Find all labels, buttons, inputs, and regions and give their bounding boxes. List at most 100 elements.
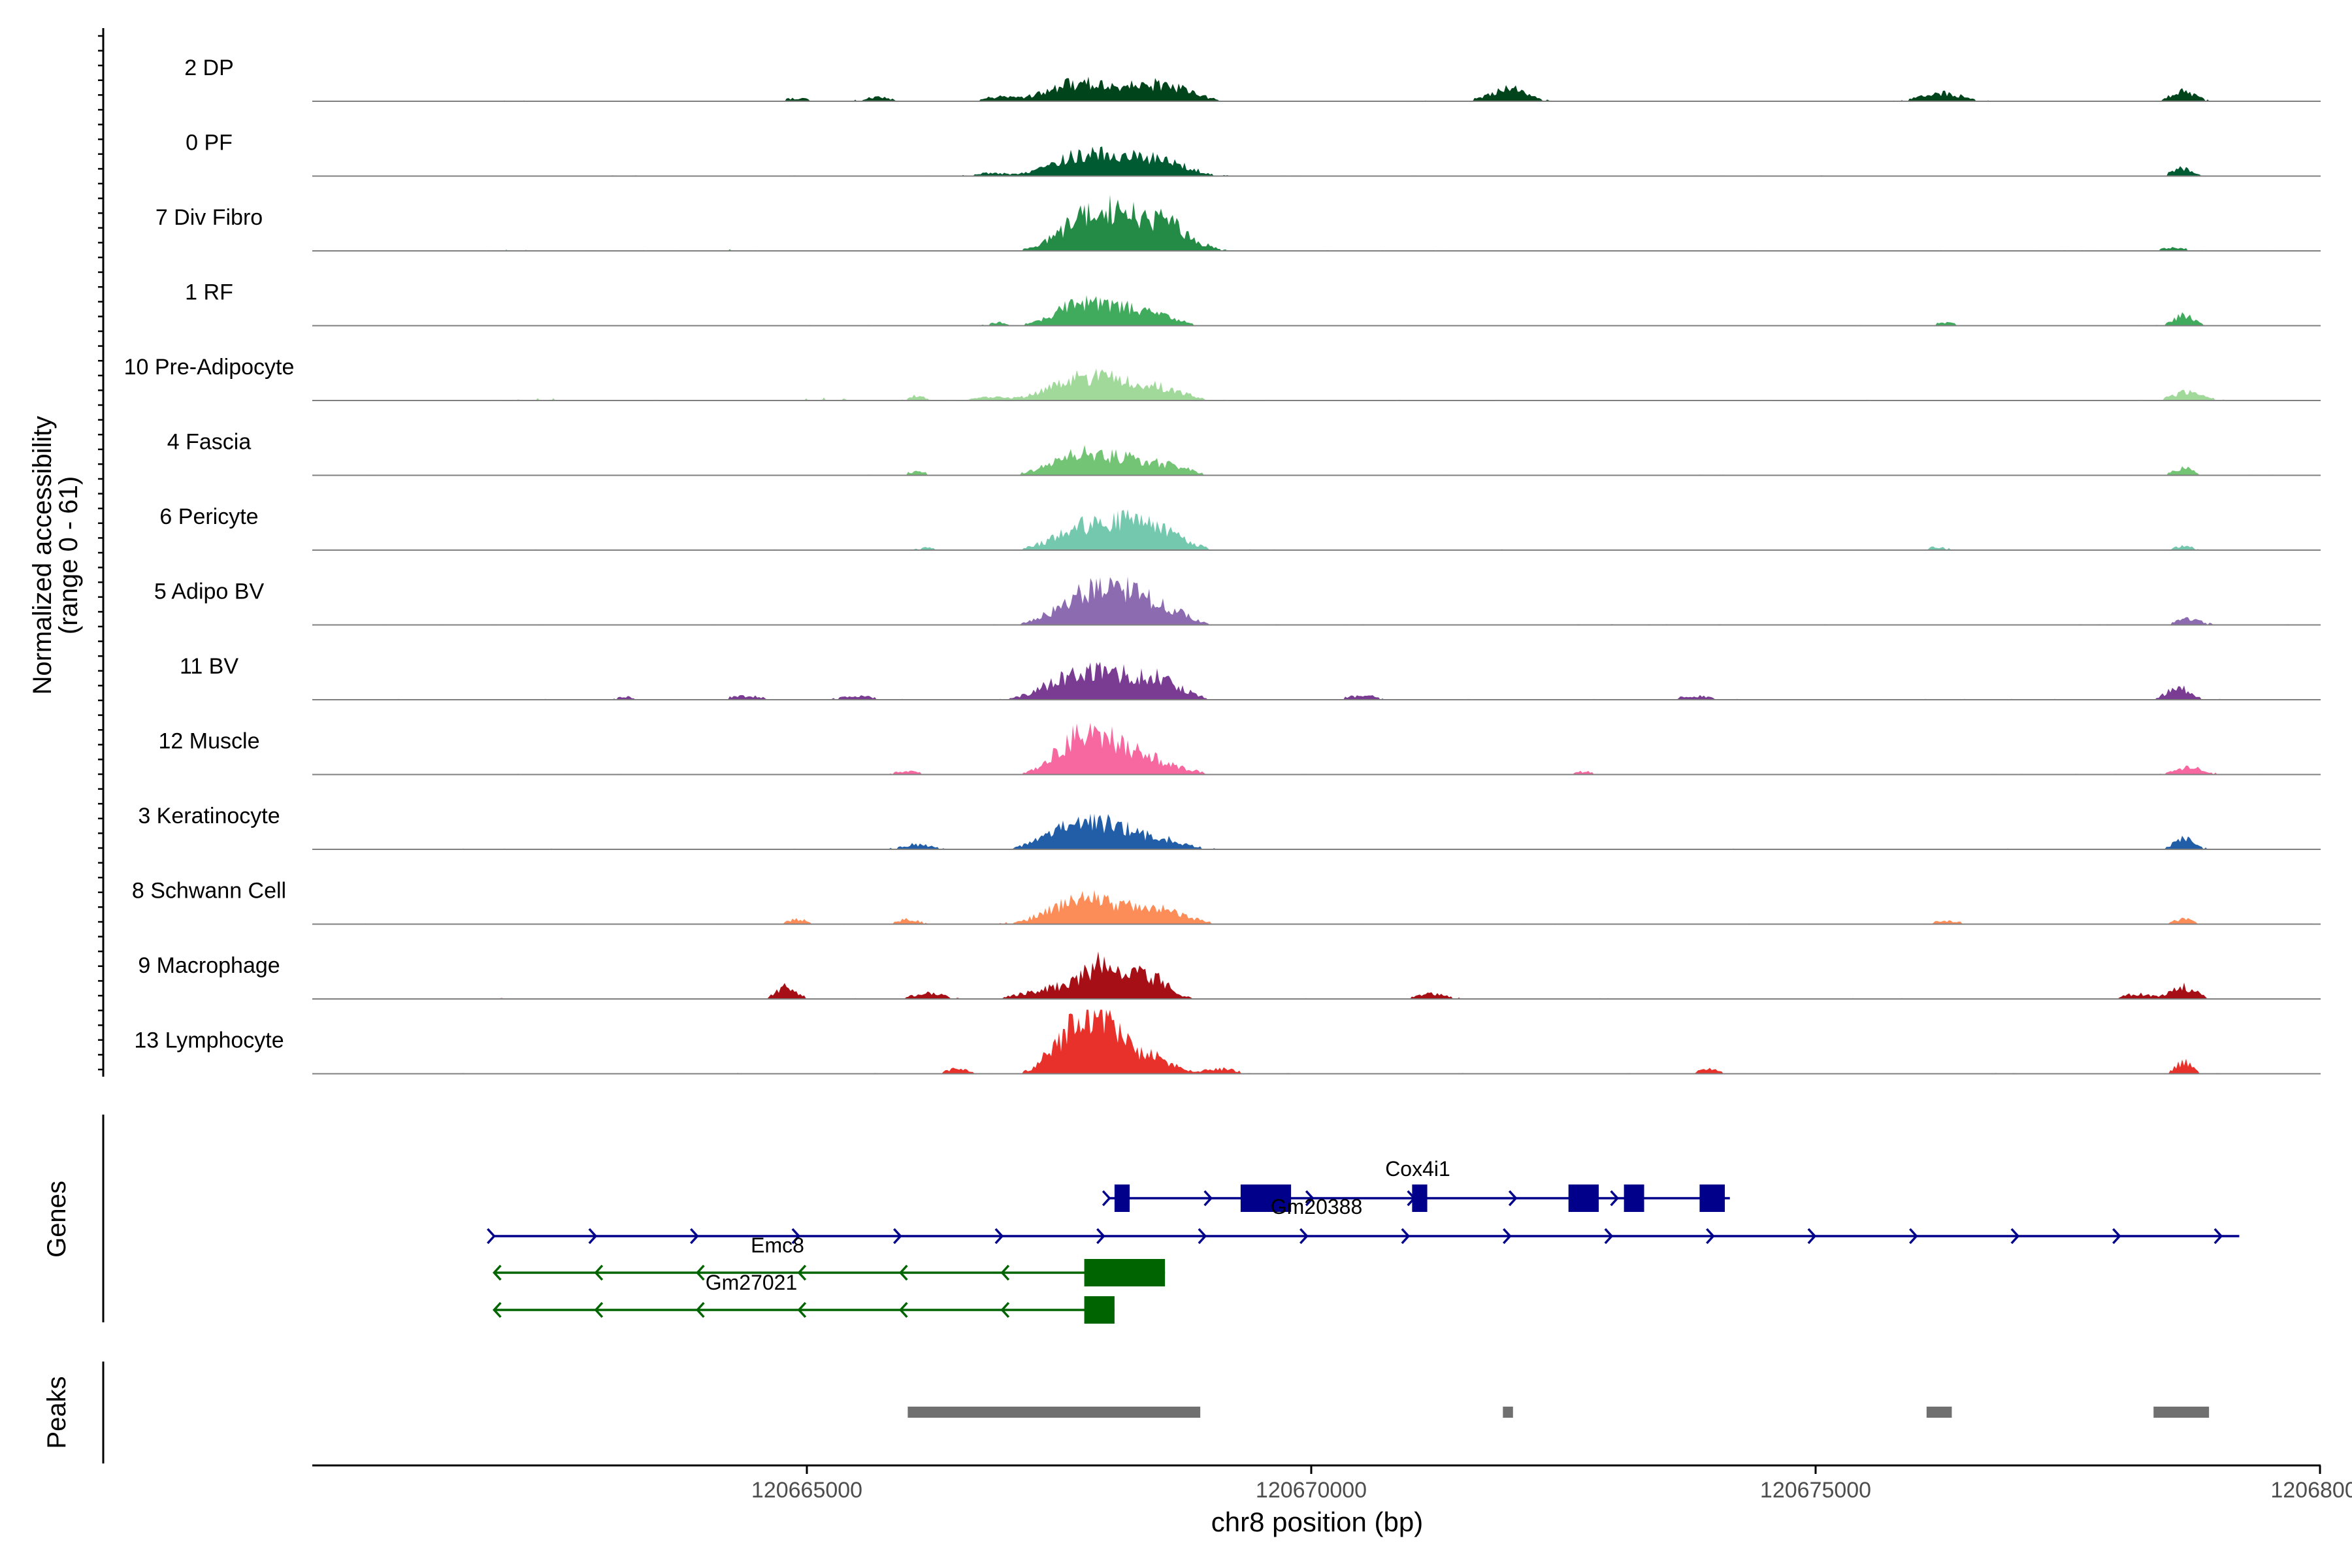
exon-block	[1699, 1184, 1725, 1212]
track-label: 10 Pre-Adipocyte	[124, 355, 295, 380]
coverage-area	[312, 1009, 2321, 1074]
strand-arrow	[1000, 1264, 1010, 1281]
coverage-area	[312, 368, 2321, 400]
gene-label: Gm20388	[1271, 1195, 1363, 1218]
coverage-area	[312, 509, 2321, 550]
strand-arrow	[1909, 1228, 1918, 1245]
gene-label: Emc8	[751, 1233, 804, 1257]
coverage-area	[312, 76, 2321, 101]
strand-arrow	[690, 1228, 699, 1245]
track-label: 3 Keratinocyte	[138, 804, 280, 828]
strand-arrow	[1503, 1228, 1512, 1245]
coverage-area	[312, 890, 2321, 924]
gene-gm27021: Gm27021	[492, 1271, 1115, 1324]
strand-arrow	[797, 1264, 807, 1281]
strand-arrow	[994, 1228, 1004, 1245]
track-label: 11 BV	[180, 654, 238, 679]
coverage-area	[312, 295, 2321, 326]
strand-arrow	[2112, 1228, 2121, 1245]
strand-arrow	[2010, 1228, 2020, 1245]
track-label: 8 Schwann Cell	[132, 879, 286, 904]
strand-arrow	[2213, 1228, 2223, 1245]
track-8-schwann-cell: 8 Schwann Cell	[132, 879, 2321, 925]
exon-block	[1624, 1184, 1644, 1212]
strand-arrow	[1604, 1228, 1614, 1245]
coverage-area	[312, 146, 2321, 176]
track-label: 6 Pericyte	[159, 504, 258, 529]
track-7-div-fibro: 7 Div Fibro	[155, 195, 2321, 252]
coverage-area	[312, 723, 2321, 775]
track-9-macrophage: 9 Macrophage	[138, 951, 2321, 1000]
strand-arrow	[1203, 1190, 1213, 1207]
x-axis: 120665000 120670000 120675000 12068000	[312, 1464, 2352, 1503]
track-1-rf: 1 RF	[185, 280, 2321, 327]
genes-panel: Cox4i1 Gm20388 Emc8 Gm27021	[102, 1115, 2240, 1324]
track-11-bv: 11 BV	[180, 654, 2321, 700]
coverage-area	[312, 951, 2321, 999]
strand-arrow	[1610, 1190, 1620, 1207]
strand-arrow	[1807, 1228, 1817, 1245]
track-label: 5 Adipo BV	[154, 580, 265, 604]
track-label: 9 Macrophage	[138, 953, 280, 978]
coverage-y-label-line2: (range 0 - 61)	[54, 476, 83, 634]
track-4-fascia: 4 Fascia	[167, 430, 2321, 476]
strand-arrow	[791, 1228, 801, 1245]
strand-arrow	[487, 1228, 496, 1245]
strand-arrow	[594, 1264, 604, 1281]
track-5-adipo-bv: 5 Adipo BV	[154, 576, 2321, 626]
exon-block	[1084, 1259, 1166, 1286]
strand-arrow	[1198, 1228, 1207, 1245]
strand-arrow	[1508, 1190, 1518, 1207]
strand-arrow	[797, 1301, 807, 1318]
gene-label: Gm27021	[706, 1271, 798, 1294]
coverage-area	[312, 662, 2321, 700]
track-13-lymphocyte: 13 Lymphocyte	[134, 1009, 2321, 1075]
coverage-area	[312, 445, 2321, 476]
strand-arrow	[492, 1264, 502, 1281]
x-tick-label: 120670000	[1256, 1478, 1367, 1503]
coverage-y-label-line1: Normalized accessibility	[28, 416, 57, 695]
strand-arrow	[588, 1228, 598, 1245]
exon-block	[1568, 1184, 1599, 1212]
x-tick-label: 12068000	[2270, 1478, 2352, 1503]
strand-arrow	[1401, 1228, 1411, 1245]
strand-arrow	[893, 1228, 902, 1245]
strand-arrow	[695, 1264, 705, 1281]
strand-arrow	[492, 1301, 502, 1318]
x-tick-label: 120675000	[1760, 1478, 1871, 1503]
x-tick-label: 120665000	[751, 1478, 862, 1503]
track-label: 7 Div Fibro	[155, 205, 263, 230]
genes-axis-label: Genes	[42, 1181, 71, 1258]
track-label: 13 Lymphocyte	[134, 1028, 284, 1053]
coverage-area	[312, 576, 2321, 625]
exon-block	[1240, 1184, 1292, 1212]
strand-arrow	[1305, 1190, 1315, 1207]
strand-arrow	[1299, 1228, 1309, 1245]
strand-arrow	[1096, 1228, 1105, 1245]
track-label: 0 PF	[186, 131, 233, 155]
gene-gm20388: Gm20388	[487, 1195, 2240, 1245]
track-label: 2 DP	[184, 56, 234, 80]
peak-bar	[1503, 1407, 1513, 1418]
strand-arrow	[1706, 1228, 1715, 1245]
track-12-muscle: 12 Muscle	[159, 723, 2321, 776]
strand-arrow	[695, 1301, 705, 1318]
coverage-area	[312, 813, 2321, 849]
track-2-dp: 2 DP	[184, 56, 2321, 102]
coverage-y-axis	[98, 28, 105, 1077]
track-3-keratinocyte: 3 Keratinocyte	[138, 804, 2321, 850]
track-10-pre-adipocyte: 10 Pre-Adipocyte	[124, 355, 2321, 401]
coverage-area	[312, 195, 2321, 251]
gene-emc8: Emc8	[492, 1233, 1166, 1286]
strand-arrow	[1000, 1301, 1010, 1318]
peaks-axis-label: Peaks	[42, 1376, 71, 1448]
gene-label: Cox4i1	[1385, 1157, 1450, 1181]
strand-arrow	[898, 1264, 908, 1281]
peak-bar	[907, 1407, 1201, 1418]
exon-block	[1084, 1296, 1115, 1324]
strand-arrow	[594, 1301, 604, 1318]
track-6-pericyte: 6 Pericyte	[159, 504, 2321, 551]
track-label: 1 RF	[185, 280, 233, 305]
gene-cox4i1: Cox4i1	[1102, 1157, 1730, 1212]
